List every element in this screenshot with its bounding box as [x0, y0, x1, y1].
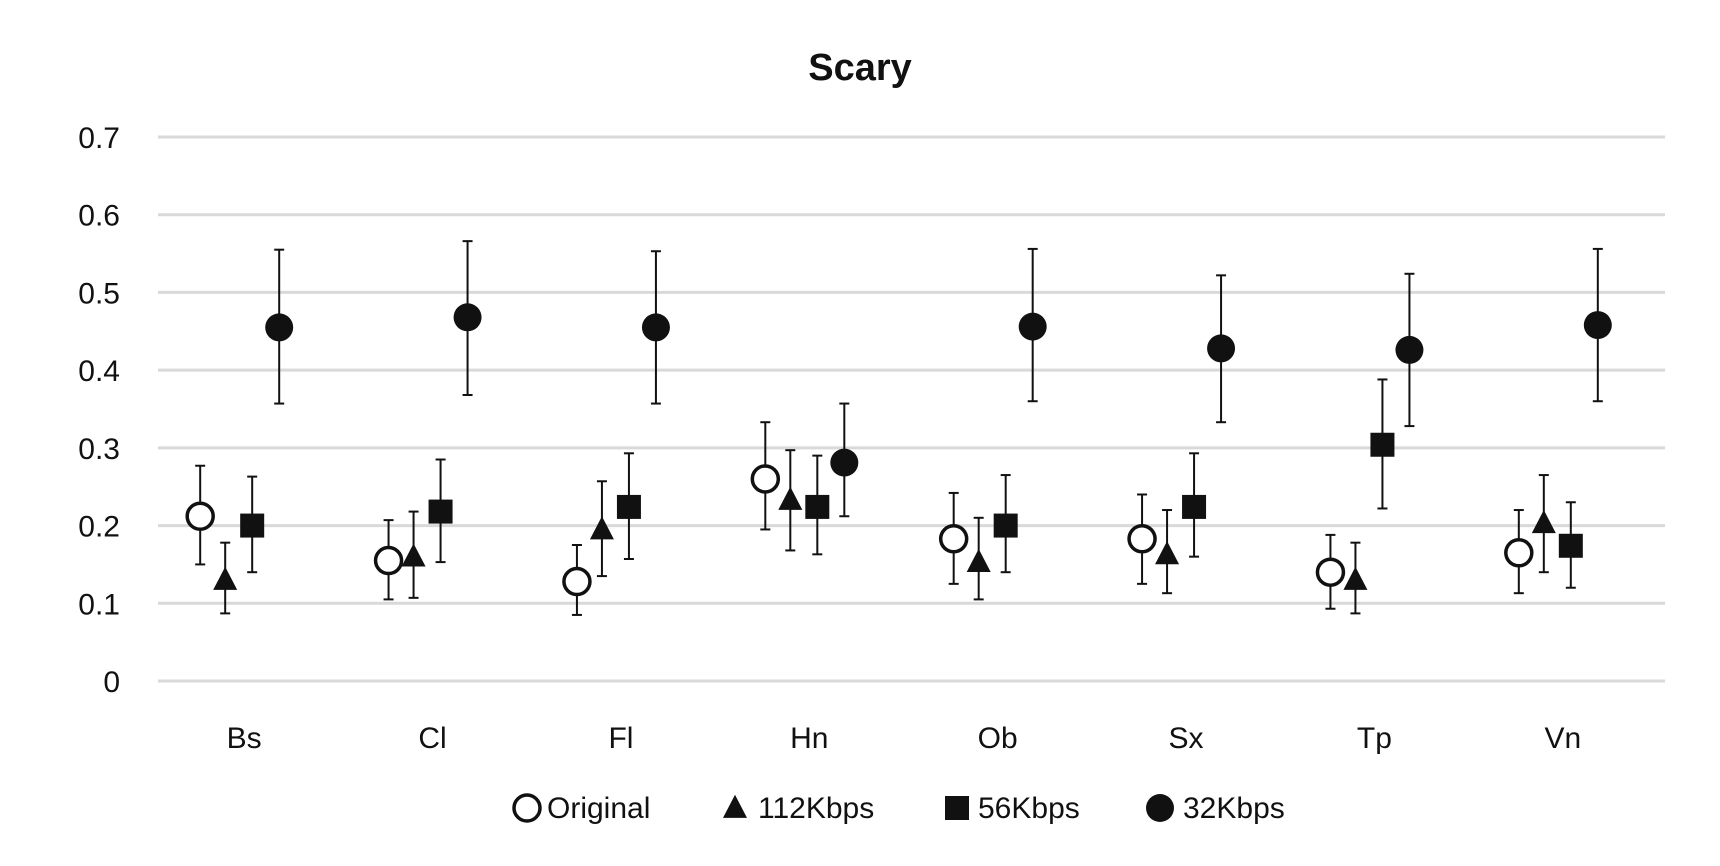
legend-marker-original: [512, 793, 542, 823]
y-tick-label: 0.7: [78, 122, 120, 155]
point-56kbps: [616, 494, 641, 519]
point-112kbps: [1531, 510, 1556, 534]
point-32kbps: [1018, 312, 1047, 341]
chart-title: Scary: [808, 47, 912, 89]
data-points: [185, 303, 1612, 597]
x-axis: Bs Cl Fl Hn Ob Sx Tp Vn: [227, 722, 1581, 755]
x-tick-label: Bs: [227, 722, 262, 755]
x-tick-label: Sx: [1169, 722, 1204, 755]
point-112kbps: [1343, 566, 1368, 590]
legend-label-original: Original: [547, 792, 650, 825]
point-32kbps: [1583, 311, 1612, 340]
point-32kbps: [1395, 335, 1424, 364]
legend-label-56kbps: 56Kbps: [978, 792, 1080, 825]
x-tick-label: Cl: [418, 722, 446, 755]
point-original: [938, 524, 969, 554]
point-56kbps: [993, 513, 1018, 538]
y-tick-label: 0.1: [78, 588, 120, 621]
point-32kbps: [641, 313, 670, 342]
legend-marker-56kbps: [945, 796, 969, 820]
point-32kbps: [265, 313, 294, 342]
y-axis: 0 0.1 0.2 0.3 0.4 0.5 0.6 0.7: [78, 122, 120, 699]
x-tick-label: Ob: [978, 722, 1018, 755]
y-tick-label: 0.6: [78, 200, 120, 233]
point-32kbps: [1207, 334, 1236, 363]
x-tick-label: Vn: [1544, 722, 1581, 755]
point-original: [185, 501, 215, 531]
x-tick-label: Hn: [790, 722, 828, 755]
legend: Original 112Kbps 56Kbps 32Kbps: [512, 792, 1285, 825]
point-56kbps: [1370, 432, 1395, 457]
y-tick-label: 0.5: [78, 277, 120, 310]
x-tick-label: Fl: [608, 722, 633, 755]
point-112kbps: [401, 543, 426, 567]
point-original: [373, 545, 404, 576]
point-original: [1504, 538, 1534, 568]
point-32kbps: [453, 303, 482, 332]
point-56kbps: [805, 494, 830, 519]
y-tick-label: 0.3: [78, 433, 120, 466]
point-original: [1315, 557, 1346, 587]
legend-marker-32kbps: [1146, 794, 1174, 822]
point-112kbps: [1155, 541, 1180, 565]
legend-label-32kbps: 32Kbps: [1183, 792, 1285, 825]
point-56kbps: [428, 499, 453, 524]
y-tick-label: 0: [103, 666, 120, 699]
point-112kbps: [589, 516, 614, 540]
legend-label-112kbps: 112Kbps: [758, 792, 874, 825]
point-original: [562, 566, 592, 597]
point-112kbps: [213, 566, 238, 590]
y-tick-label: 0.2: [78, 511, 120, 544]
legend-marker-112kbps: [723, 794, 747, 818]
point-56kbps: [1558, 533, 1583, 558]
point-32kbps: [830, 448, 859, 477]
x-tick-label: Tp: [1357, 722, 1392, 755]
point-56kbps: [1182, 494, 1207, 519]
point-112kbps: [778, 486, 803, 510]
y-tick-label: 0.4: [78, 355, 120, 388]
point-original: [1127, 524, 1157, 554]
point-112kbps: [966, 548, 991, 572]
point-original: [750, 464, 781, 494]
gridlines: [158, 135, 1665, 683]
point-56kbps: [240, 513, 265, 538]
